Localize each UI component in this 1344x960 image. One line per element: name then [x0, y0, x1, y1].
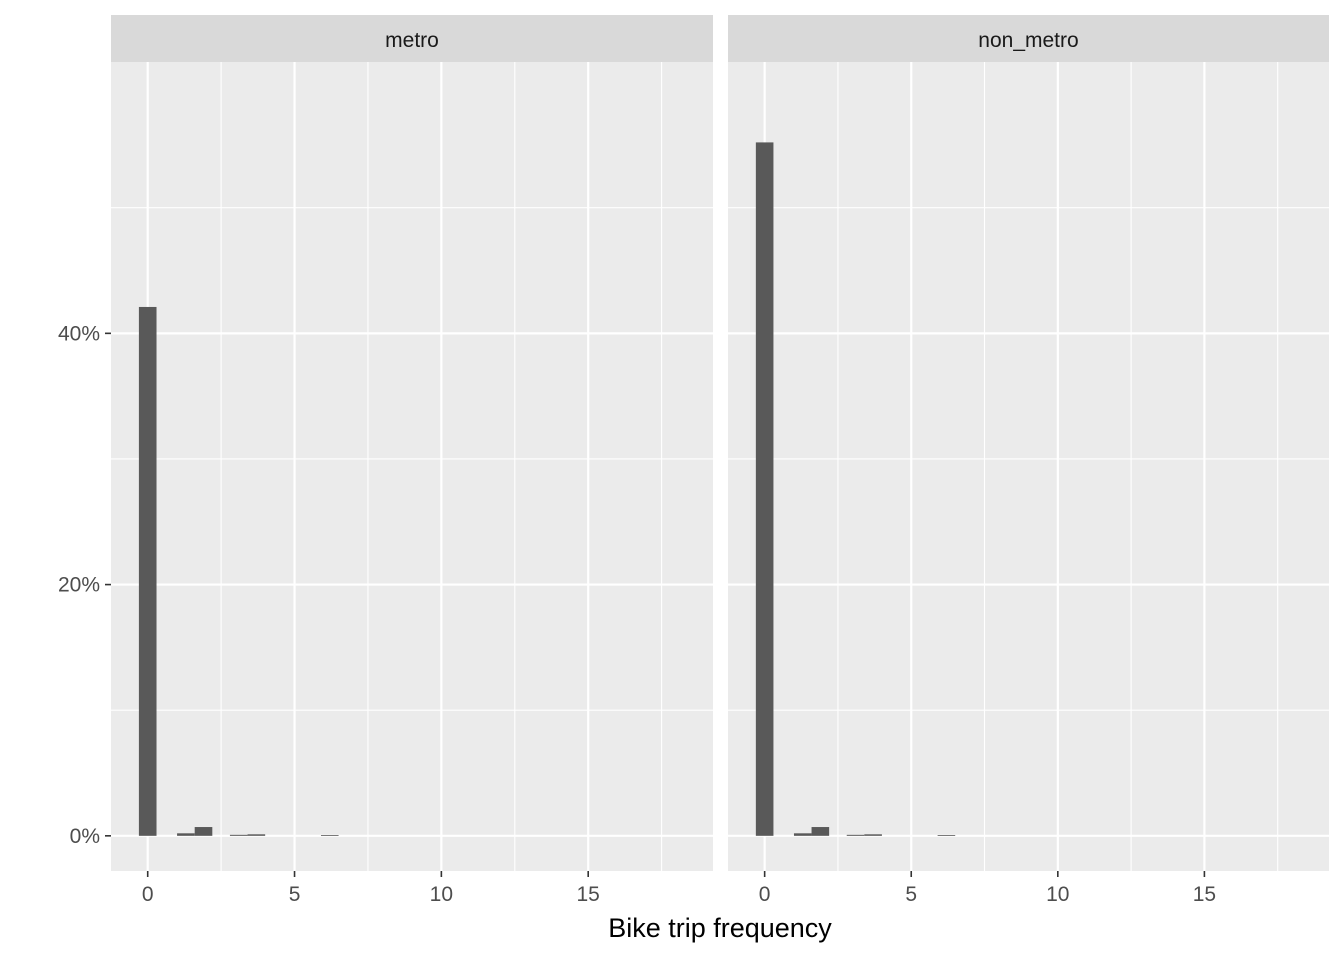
histogram-bar: [247, 834, 266, 836]
histogram-bar: [194, 827, 213, 836]
histogram-bar: [793, 833, 812, 836]
y-tick-label: 40%: [58, 322, 100, 345]
histogram-bar: [755, 142, 774, 836]
histogram-bar: [846, 834, 865, 836]
panel-background: [111, 62, 713, 871]
facet-panel-non_metro: non_metro 0 5 10 15: [728, 15, 1329, 906]
y-tick-label: 20%: [58, 574, 100, 597]
histogram-bar: [177, 833, 195, 836]
x-tick-label: 10: [430, 883, 453, 906]
facet-strip: [728, 15, 1329, 62]
x-tick-label: 0: [759, 883, 771, 906]
histogram-bar: [864, 834, 882, 836]
x-tick-label: 5: [905, 883, 917, 906]
facet-strip: [111, 15, 713, 62]
histogram-bar: [320, 835, 339, 836]
x-tick-label: 10: [1046, 883, 1069, 906]
histogram-bar: [138, 306, 157, 836]
y-tick-label: 0%: [70, 825, 100, 848]
facet-panel-metro: metro 0 5 10 15: [111, 15, 713, 906]
y-axis: 0% 20% 40%: [58, 322, 111, 848]
x-axis-title: Bike trip frequency: [608, 913, 832, 943]
x-tick-label: 15: [1193, 883, 1216, 906]
facet-strip-label: non_metro: [978, 29, 1078, 52]
histogram-bar: [229, 834, 248, 836]
panel-background: [728, 62, 1329, 871]
histogram-bar: [811, 827, 830, 836]
facet-strip-label: metro: [385, 29, 439, 52]
x-tick-label: 5: [289, 883, 301, 906]
facets: metro 0 5 10 15 non_metro 0 5 10 15: [111, 15, 1329, 906]
histogram-bar: [937, 835, 956, 836]
x-tick-label: 0: [142, 883, 154, 906]
x-tick-label: 15: [577, 883, 600, 906]
